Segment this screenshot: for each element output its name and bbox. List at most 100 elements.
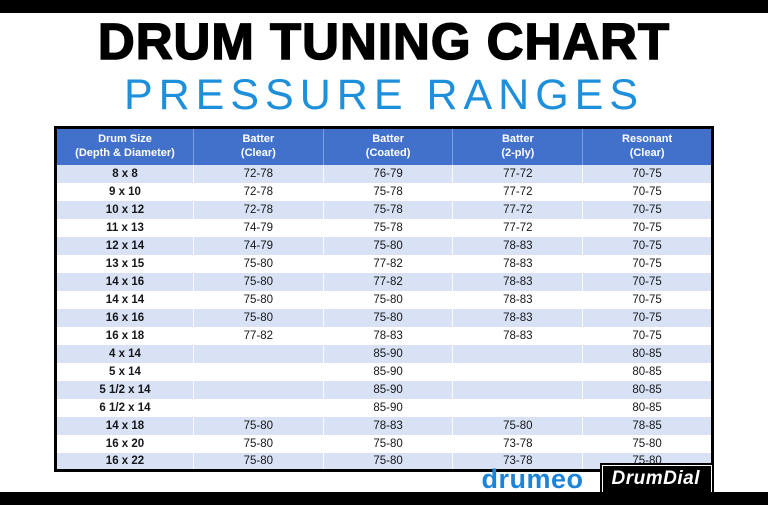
pressure-value-cell: 72-78 [193, 200, 324, 219]
drum-size-cell: 12 x 14 [55, 236, 194, 255]
pressure-value-cell: 80-85 [632, 365, 662, 378]
pressure-value-cell [193, 380, 324, 399]
drum-size-cell: 14 x 18 [55, 416, 194, 435]
pressure-value-cell: 78-83 [452, 326, 584, 345]
column-header: Batter (Coated) [323, 127, 454, 165]
pressure-value-cell: 75-80 [193, 254, 324, 273]
table-row: 11 x 13 74-79 75-78 77-72 70-75 [55, 218, 713, 237]
drum-size-cell: 5 x 14 [55, 362, 194, 381]
table-row: 16 x 22 75-80 75-80 73-78 75-80 [55, 452, 713, 471]
drum-size-cell: 14 x 16 [55, 272, 194, 291]
pressure-value-cell: 75-80 [193, 272, 324, 291]
pressure-value-cell [193, 398, 324, 417]
drumeo-logo: drumeo [481, 463, 584, 494]
pressure-value-cell: 70-75 [632, 185, 662, 198]
pressure-value-cell: 78-83 [323, 326, 454, 345]
header-row: Drum Size (Depth & Diameter) Batter (Clear)… [55, 127, 713, 165]
pressure-value-cell: 77-82 [323, 254, 454, 273]
drum-size-cell: 11 x 13 [55, 218, 194, 237]
pressure-value-cell: 80-85 [632, 347, 662, 360]
pressure-value-cell: 70-75 [632, 275, 662, 288]
pressure-value-cell: 70-75 [632, 293, 662, 306]
pressure-value-cell: 77-82 [323, 272, 454, 291]
pressure-value-cell: 80-85 [632, 401, 662, 414]
table-body: 8 x 8 72-78 76-79 77-72 70-75 9 x 10 72-78 75-7… [55, 164, 713, 471]
pressure-value-cell: 73-78 [452, 452, 584, 471]
pressure-value-cell: 85-90 [323, 380, 454, 399]
pressure-value-cell: 70-75 [632, 239, 662, 252]
pressure-value-cell [193, 344, 324, 363]
table-row: 14 x 18 75-80 78-83 75-80 78-85 [55, 416, 713, 435]
pressure-value-cell: 75-78 [323, 200, 454, 219]
pressure-value-cell: 80-85 [632, 383, 662, 396]
column-header: Resonant (Clear) [582, 127, 713, 165]
page-title: DRUM TUNING CHART [97, 13, 671, 70]
table-row: 12 x 14 74-79 75-80 78-83 70-75 [55, 236, 713, 255]
pressure-value-cell: 78-83 [452, 308, 584, 327]
pressure-value-cell: 78-83 [452, 254, 584, 273]
pressure-value-cell: 75-78 [323, 218, 454, 237]
pressure-value-cell: 70-75 [632, 311, 662, 324]
drum-size-cell: 14 x 14 [55, 290, 194, 309]
drum-size-cell: 16 x 20 [55, 434, 194, 453]
pressure-value-cell: 70-75 [632, 257, 662, 270]
pressure-value-cell: 85-90 [323, 398, 454, 417]
top-black-bar [0, 0, 768, 13]
table-row: 5 1/2 x 14 85-90 80-85 [55, 380, 713, 399]
pressure-value-cell [452, 362, 584, 381]
pressure-value-cell: 70-75 [632, 167, 662, 180]
drum-size-cell: 10 x 12 [55, 200, 194, 219]
pressure-value-cell: 77-72 [452, 200, 584, 219]
column-header: Batter (Clear) [193, 127, 324, 165]
column-header: Drum Size (Depth & Diameter) [55, 127, 194, 165]
pressure-value-cell: 77-72 [452, 182, 584, 201]
pressure-value-cell: 75-80 [632, 437, 662, 450]
table-header: Drum Size (Depth & Diameter) Batter (Clear)… [55, 127, 713, 165]
pressure-value-cell: 73-78 [452, 434, 584, 453]
pressure-value-cell: 75-80 [323, 236, 454, 255]
drum-size-cell: 9 x 10 [55, 182, 194, 201]
page-subtitle: PRESSURE RANGES [123, 71, 645, 119]
pressure-value-cell [452, 398, 584, 417]
pressure-value-cell: 75-80 [193, 452, 324, 471]
table-row: 14 x 16 75-80 77-82 78-83 70-75 [55, 272, 713, 291]
table-row: 16 x 18 77-82 78-83 78-83 70-75 [55, 326, 713, 345]
drum-size-cell: 5 1/2 x 14 [55, 380, 194, 399]
pressure-value-cell: 77-72 [452, 164, 584, 183]
footer: drumeo DrumDial [481, 463, 714, 495]
pressure-value-cell [193, 362, 324, 381]
pressure-value-cell: 78-83 [452, 272, 584, 291]
table-row: 5 x 14 85-90 80-85 [55, 362, 713, 381]
drum-size-cell: 8 x 8 [55, 164, 194, 183]
table-row: 13 x 15 75-80 77-82 78-83 70-75 [55, 254, 713, 273]
pressure-value-cell: 75-80 [323, 452, 454, 471]
drum-size-cell: 16 x 18 [55, 326, 194, 345]
pressure-value-cell: 75-80 [193, 434, 324, 453]
pressure-value-cell: 85-90 [323, 344, 454, 363]
table-row: 8 x 8 72-78 76-79 77-72 70-75 [55, 164, 713, 183]
pressure-value-cell: 75-80 [193, 290, 324, 309]
column-header: Batter (2-ply) [452, 127, 584, 165]
pressure-value-cell: 75-78 [323, 182, 454, 201]
pressure-value-cell: 70-75 [632, 329, 662, 342]
pressure-value-cell: 72-78 [193, 164, 324, 183]
pressure-value-cell: 75-80 [323, 290, 454, 309]
pressure-value-cell: 75-80 [452, 416, 584, 435]
pressure-value-cell: 78-83 [452, 236, 584, 255]
pressure-value-cell: 74-79 [193, 236, 324, 255]
drumdial-logo: DrumDial [599, 463, 714, 495]
pressure-value-cell: 70-75 [632, 221, 662, 234]
pressure-value-cell: 75-80 [323, 434, 454, 453]
table-row: 16 x 16 75-80 75-80 78-83 70-75 [55, 308, 713, 327]
drum-size-cell: 6 1/2 x 14 [55, 398, 194, 417]
table-row: 14 x 14 75-80 75-80 78-83 70-75 [55, 290, 713, 309]
drum-size-cell: 16 x 22 [55, 452, 194, 471]
drum-size-cell: 16 x 16 [55, 308, 194, 327]
pressure-value-cell: 77-72 [452, 218, 584, 237]
pressure-value-cell [452, 380, 584, 399]
table-row: 9 x 10 72-78 75-78 77-72 70-75 [55, 182, 713, 201]
pressure-value-cell: 75-80 [323, 308, 454, 327]
drum-size-cell: 4 x 14 [55, 344, 194, 363]
pressure-value-cell: 75-80 [193, 416, 324, 435]
